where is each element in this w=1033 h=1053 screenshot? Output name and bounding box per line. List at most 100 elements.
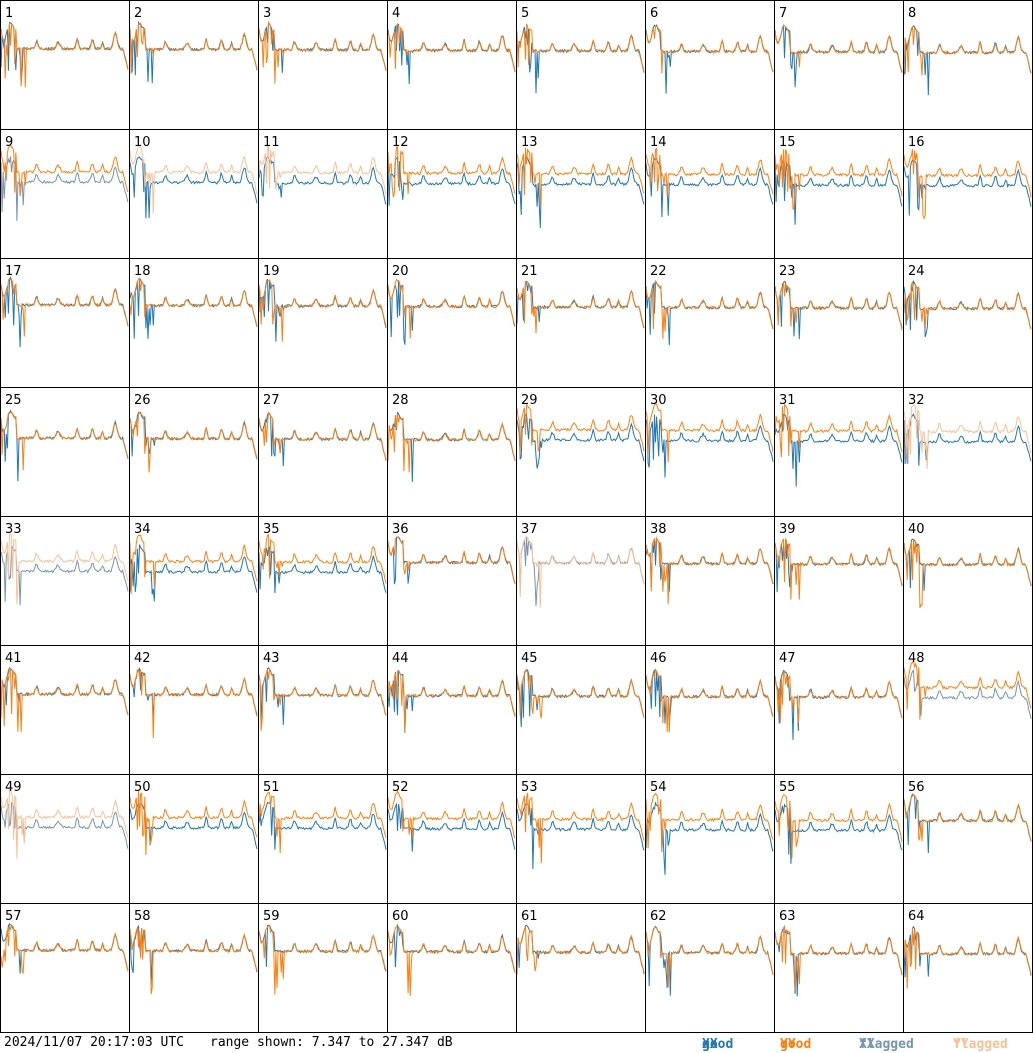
series-xx-panel-17 — [0, 276, 129, 348]
panel-label-29: 29 — [521, 393, 538, 408]
panel-label-60: 60 — [392, 909, 409, 924]
panel-label-3: 3 — [263, 6, 271, 21]
series-yy-panel-38 — [645, 536, 774, 605]
series-yy-panel-22 — [645, 280, 774, 339]
panel-40: 40 — [903, 516, 1033, 646]
panel-25: 25 — [0, 387, 130, 517]
panel-27: 27 — [258, 387, 388, 517]
series-yy-panel-20 — [387, 278, 516, 339]
panel-62: 62 — [645, 903, 775, 1033]
panel-label-41: 41 — [5, 651, 22, 666]
series-xx-panel-6 — [645, 24, 774, 94]
series-xx-panel-19 — [258, 278, 387, 342]
panel-label-63: 63 — [779, 909, 796, 924]
panel-5: 5 — [516, 0, 646, 130]
series-xx-panel-47 — [774, 669, 903, 740]
panel-label-23: 23 — [779, 264, 796, 279]
panel-59: 59 — [258, 903, 388, 1033]
series-yy-panel-10 — [129, 144, 258, 214]
panel-21: 21 — [516, 258, 646, 388]
series-xx-panel-20 — [387, 280, 516, 345]
series-yy-panel-58 — [129, 927, 258, 995]
series-xx-panel-31 — [774, 413, 903, 487]
series-yy-panel-30 — [645, 403, 774, 463]
series-yy-panel-36 — [387, 536, 516, 585]
panel-7: 7 — [774, 0, 904, 130]
series-yy-panel-28 — [387, 413, 516, 473]
series-yy-panel-55 — [774, 794, 903, 859]
panel-label-33: 33 — [5, 522, 22, 537]
panel-22: 22 — [645, 258, 775, 388]
panel-34: 34 — [129, 516, 259, 646]
series-yy-panel-7 — [774, 24, 903, 72]
series-yy-panel-61 — [516, 926, 645, 975]
series-yy-panel-48 — [903, 658, 1032, 720]
panel-label-43: 43 — [263, 651, 280, 666]
series-yy-panel-12 — [387, 146, 516, 197]
series-xx-panel-14 — [645, 157, 774, 218]
series-yy-panel-27 — [258, 411, 387, 461]
footer-bar: 2024/11/07 20:17:03 UTC range shown: 7.3… — [4, 1035, 1016, 1052]
panel-label-53: 53 — [521, 780, 538, 795]
panel-label-12: 12 — [392, 135, 409, 150]
panel-18: 18 — [129, 258, 259, 388]
panel-24: 24 — [903, 258, 1033, 388]
panel-label-58: 58 — [134, 909, 151, 924]
series-xx-panel-52 — [387, 802, 516, 852]
series-xx-panel-16 — [903, 159, 1032, 216]
series-yy-panel-9 — [0, 143, 129, 197]
panel-label-54: 54 — [650, 780, 667, 795]
panel-label-39: 39 — [779, 522, 796, 537]
series-yy-panel-33 — [0, 533, 129, 604]
series-xx-panel-37 — [516, 536, 645, 607]
series-yy-panel-56 — [903, 793, 1032, 842]
panel-label-30: 30 — [650, 393, 667, 408]
panel-3: 3 — [258, 0, 388, 130]
panel-42: 42 — [129, 645, 259, 775]
panel-1: 1 — [0, 0, 130, 130]
series-xx-panel-5 — [516, 27, 645, 94]
series-xx-panel-38 — [645, 538, 774, 592]
series-xx-panel-53 — [516, 803, 645, 870]
series-xx-panel-30 — [645, 414, 774, 478]
series-xx-panel-15 — [774, 159, 903, 225]
panel-41: 41 — [0, 645, 130, 775]
series-yy-panel-5 — [516, 23, 645, 73]
series-xx-panel-2 — [129, 20, 258, 84]
panel-label-14: 14 — [650, 135, 667, 150]
series-xx-panel-23 — [774, 280, 903, 340]
panel-label-11: 11 — [263, 135, 280, 150]
panel-label-47: 47 — [779, 651, 796, 666]
panel-label-22: 22 — [650, 264, 667, 279]
panel-30: 30 — [645, 387, 775, 517]
panel-label-5: 5 — [521, 6, 529, 21]
series-yy-panel-24 — [903, 281, 1032, 330]
panel-label-50: 50 — [134, 780, 151, 795]
panel-36: 36 — [387, 516, 517, 646]
series-yy-panel-60 — [387, 925, 516, 996]
panel-6: 6 — [645, 0, 775, 130]
series-yy-panel-23 — [774, 281, 903, 330]
panel-38: 38 — [645, 516, 775, 646]
panel-label-35: 35 — [263, 522, 280, 537]
panel-label-19: 19 — [263, 264, 280, 279]
series-xx-panel-48 — [903, 669, 1032, 719]
panel-64: 64 — [903, 903, 1033, 1033]
panel-label-40: 40 — [908, 522, 925, 537]
panel-label-2: 2 — [134, 6, 142, 21]
panel-32: 32 — [903, 387, 1033, 517]
series-xx-panel-18 — [129, 278, 258, 339]
panel-28: 28 — [387, 387, 517, 517]
panel-label-28: 28 — [392, 393, 409, 408]
panel-61: 61 — [516, 903, 646, 1033]
series-yy-panel-42 — [129, 668, 258, 739]
panel-19: 19 — [258, 258, 388, 388]
series-yy-panel-37 — [516, 535, 645, 608]
panel-51: 51 — [258, 774, 388, 904]
panel-15: 15 — [774, 129, 904, 259]
series-yy-panel-16 — [903, 149, 1032, 220]
panel-17: 17 — [0, 258, 130, 388]
series-yy-panel-63 — [774, 924, 903, 990]
series-yy-panel-47 — [774, 670, 903, 724]
panel-12: 12 — [387, 129, 517, 259]
